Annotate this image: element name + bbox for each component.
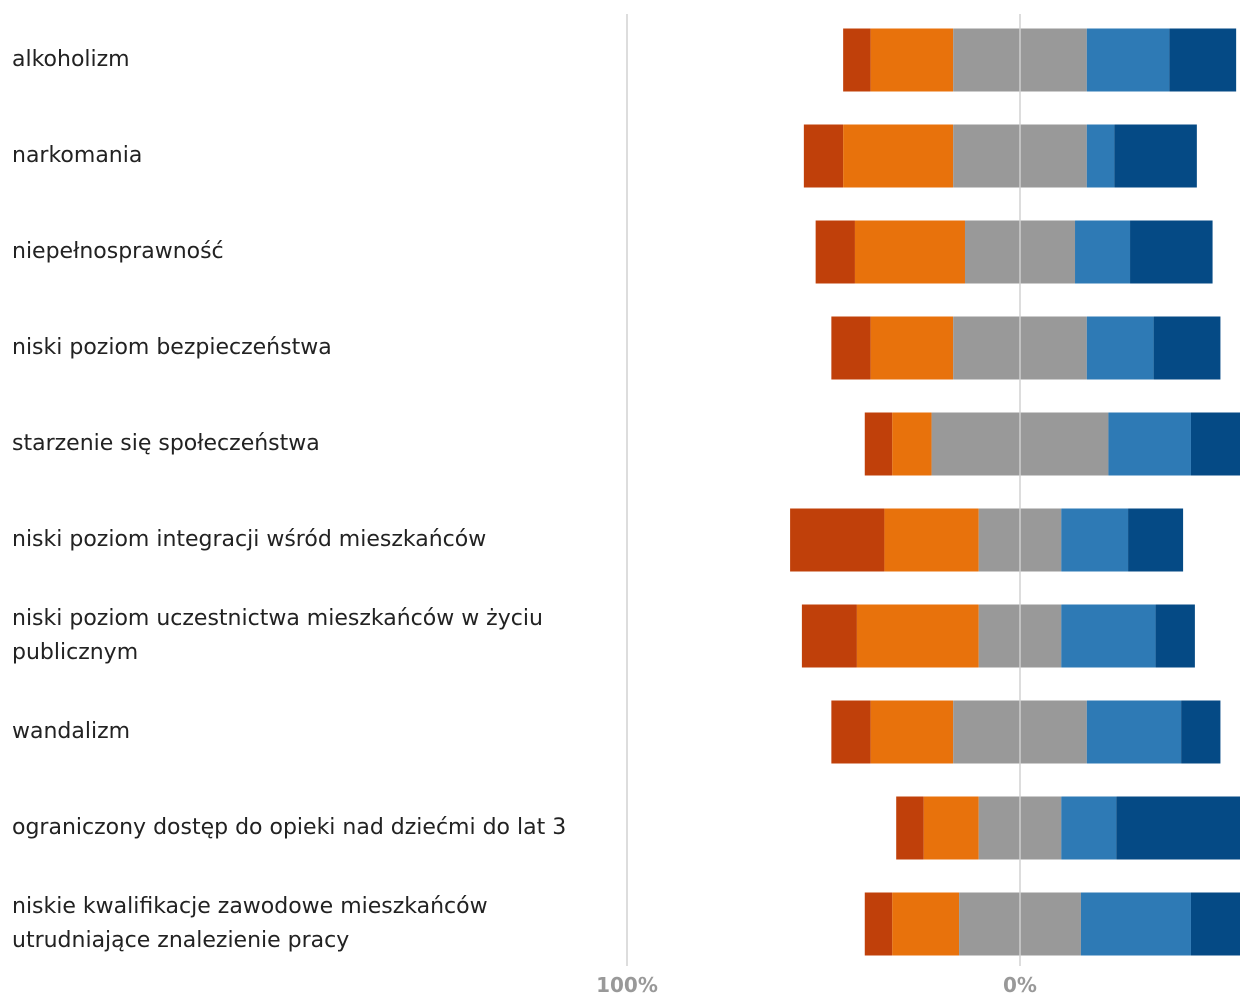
bar-segment — [790, 508, 885, 572]
bar-segment — [856, 604, 979, 668]
category-label: niepełnosprawność — [12, 239, 224, 264]
bar-segment — [1075, 220, 1131, 284]
bar-segment — [1116, 796, 1240, 860]
bar-segment — [896, 796, 924, 860]
bar-segment — [864, 412, 893, 476]
bar-segment — [1061, 508, 1129, 572]
bar-segment — [892, 892, 960, 956]
bar-segment — [892, 412, 932, 476]
category-label: narkomania — [12, 143, 143, 168]
category-label: niskie kwalifikacje zawodowe mieszkańców… — [12, 894, 488, 953]
category-label: alkoholizm — [12, 47, 130, 72]
bar-segment — [1190, 412, 1240, 476]
bar-segment — [1155, 604, 1195, 668]
bar-segment — [831, 700, 871, 764]
category-label: niski poziom uczestnictwa mieszkańców w … — [12, 606, 543, 665]
bar-segment — [923, 796, 979, 860]
bar-segment — [1061, 796, 1117, 860]
category-label: wandalizm — [12, 719, 131, 744]
category-label: ograniczony dostęp do opieki nad dziećmi… — [12, 815, 567, 840]
bar-segment — [854, 220, 965, 284]
x-tick-label: 100% — [596, 973, 658, 996]
bar-segment — [815, 220, 855, 284]
bar-segment — [801, 604, 857, 668]
bar-segment — [1153, 316, 1221, 380]
bar-segment — [803, 124, 844, 188]
bar-segment — [1086, 316, 1154, 380]
bar-segment — [1080, 892, 1191, 956]
bar-segment — [1086, 124, 1115, 188]
bar-segment — [1086, 28, 1170, 92]
bar-segment — [1108, 412, 1191, 476]
bar-segment — [870, 28, 954, 92]
bar-segment — [1061, 604, 1156, 668]
bar-segment — [1190, 892, 1240, 956]
bar-segment — [843, 28, 871, 92]
bar-segment — [870, 316, 954, 380]
category-label: niski poziom integracji wśród mieszkańcó… — [12, 527, 487, 552]
bar-segment — [870, 700, 954, 764]
bar-segment — [1130, 220, 1213, 284]
category-label: starzenie się społeczeństwa — [12, 431, 320, 456]
bar-segment — [1114, 124, 1197, 188]
bar-segment — [864, 892, 893, 956]
bar-segment — [1128, 508, 1184, 572]
bar-segment — [1169, 28, 1237, 92]
bar-segment — [1181, 700, 1221, 764]
bar-segment — [831, 316, 871, 380]
category-label: niski poziom bezpieczeństwa — [12, 335, 332, 360]
bar-segment — [884, 508, 979, 572]
bar-segment — [843, 124, 954, 188]
x-tick-label: 0% — [1003, 973, 1037, 996]
bar-segment — [1086, 700, 1182, 764]
